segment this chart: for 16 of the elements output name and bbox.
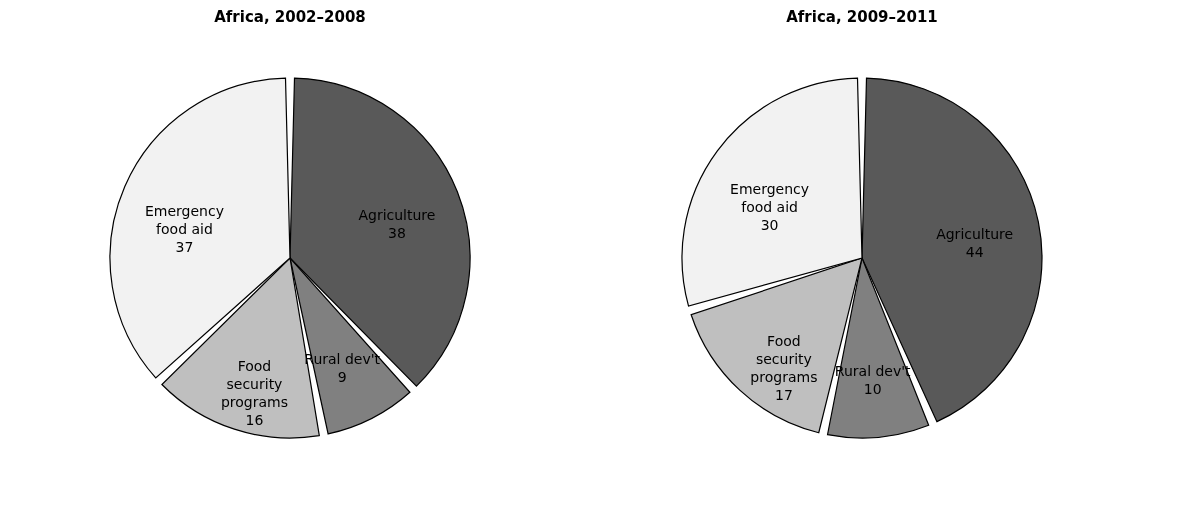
data-label: 9 xyxy=(337,369,347,386)
chart-title: Africa, 2002–2008 xyxy=(214,8,366,26)
slice-label: Emergency food aid xyxy=(730,180,810,215)
data-label: 17 xyxy=(774,387,793,404)
data-label: 38 xyxy=(388,224,406,241)
data-label: 16 xyxy=(245,412,264,429)
data-label: 37 xyxy=(175,239,194,256)
slice-label: Agriculture xyxy=(358,206,436,223)
data-label: 10 xyxy=(863,381,882,398)
slice-label: Agriculture xyxy=(936,225,1014,242)
chart-title: Africa, 2009–2011 xyxy=(786,8,938,26)
slice-label: Emergency food aid xyxy=(144,203,224,238)
data-label: 30 xyxy=(760,216,779,233)
slice-label: Food security programs xyxy=(220,358,288,411)
data-label: 44 xyxy=(965,243,984,260)
slice-label: Food security programs xyxy=(750,333,818,386)
